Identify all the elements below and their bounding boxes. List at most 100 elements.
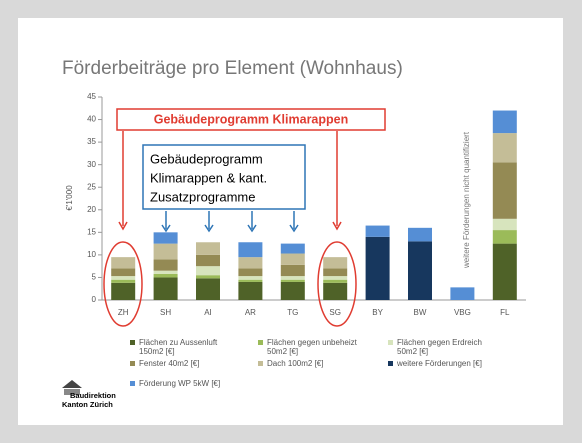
arrow-head bbox=[332, 221, 342, 231]
legend-item: Dach 100m2 [€] bbox=[258, 359, 357, 368]
arrow-head bbox=[118, 221, 128, 231]
x-tick-label: TG bbox=[287, 308, 298, 317]
x-tick-label: AI bbox=[204, 308, 212, 317]
x-tick-label: AR bbox=[245, 308, 256, 317]
bar-segment bbox=[153, 232, 178, 244]
y-axis-label: €'1'000 bbox=[65, 185, 74, 211]
bar-segment bbox=[196, 278, 220, 300]
legend-item: Flächen zu Aussenluft 150m2 [€] bbox=[130, 338, 229, 356]
bar-segment bbox=[111, 279, 136, 283]
legend-label: Dach 100m2 [€] bbox=[267, 359, 324, 368]
y-tick-label: 25 bbox=[87, 182, 96, 191]
blue-arrows bbox=[161, 211, 299, 233]
red-annotations bbox=[103, 131, 357, 327]
bar-segment bbox=[280, 264, 305, 277]
bar-segment bbox=[280, 279, 305, 282]
bar-segment bbox=[196, 266, 220, 276]
legend-label: Flächen zu Aussenluft 150m2 [€] bbox=[139, 338, 218, 356]
legend-item: Förderung WP 5kW [€] bbox=[130, 379, 229, 388]
x-tick-label: BW bbox=[414, 308, 427, 317]
legend-item: Flächen gegen unbeheizt 50m2 [€] bbox=[258, 338, 357, 356]
red-box bbox=[116, 108, 386, 131]
legend-swatch bbox=[258, 361, 263, 366]
legend-item: Flächen gegen Erdreich 50m2 [€] bbox=[388, 338, 487, 356]
logo-text: Baudirektion bbox=[70, 391, 116, 400]
bar-segment bbox=[492, 162, 517, 219]
bar-segment bbox=[492, 133, 517, 163]
bar-segment bbox=[111, 268, 136, 277]
y-tick-label: 20 bbox=[87, 205, 96, 214]
bar-segment bbox=[492, 243, 517, 300]
y-tick-label: 40 bbox=[87, 115, 96, 124]
legend-label: Förderung WP 5kW [€] bbox=[139, 379, 221, 388]
legend-label: weitere Förderungen [€] bbox=[397, 359, 482, 368]
bar-segment bbox=[365, 225, 390, 237]
bar-segment bbox=[323, 257, 348, 269]
vertical-note: weitere Förderungen nicht quantifiziert bbox=[462, 131, 471, 269]
bar-segment bbox=[323, 279, 348, 283]
bar-segment bbox=[280, 276, 305, 280]
bar-segment bbox=[196, 254, 220, 267]
bar-segment bbox=[280, 253, 305, 265]
bar-segment bbox=[408, 227, 432, 242]
y-tick-label: 0 bbox=[92, 295, 97, 304]
bar-segment bbox=[153, 270, 178, 274]
x-tick-label: SG bbox=[329, 308, 341, 317]
bar-segment bbox=[408, 241, 432, 300]
logo-icon bbox=[62, 380, 82, 395]
logo-text: Kanton Zürich bbox=[62, 400, 113, 409]
bar-segment bbox=[238, 279, 263, 282]
bar-segment bbox=[153, 273, 178, 278]
blue-box-text: Zusatzprogramme bbox=[150, 189, 255, 204]
bar-segment bbox=[323, 268, 348, 277]
blue-box-text: Klimarappen & kant. bbox=[150, 170, 267, 185]
bar-segment bbox=[238, 276, 263, 280]
bar-segment bbox=[238, 242, 263, 258]
legend-item: weitere Förderungen [€] bbox=[388, 359, 517, 368]
legend-swatch bbox=[388, 340, 393, 345]
bar-segment bbox=[280, 281, 305, 300]
x-tick-label: FL bbox=[500, 308, 510, 317]
y-tick-label: 10 bbox=[87, 250, 96, 259]
x-tick-label: SH bbox=[160, 308, 171, 317]
x-tick-label: BY bbox=[372, 308, 383, 317]
y-tick-label: 30 bbox=[87, 160, 96, 169]
ellipse bbox=[103, 241, 143, 327]
legend-swatch bbox=[130, 340, 135, 345]
y-tick-label: 15 bbox=[87, 227, 96, 236]
x-tick-label: VBG bbox=[454, 308, 471, 317]
legend-swatch bbox=[258, 340, 263, 345]
blue-box bbox=[142, 144, 306, 210]
x-tick-label: ZH bbox=[118, 308, 129, 317]
y-tick-label: 35 bbox=[87, 137, 96, 146]
bar-segment bbox=[238, 281, 263, 300]
bar-segment bbox=[238, 257, 263, 269]
chart-title: Förderbeiträge pro Element (Wohnhaus) bbox=[62, 58, 403, 79]
bar-segment bbox=[492, 218, 517, 231]
bar-segment bbox=[153, 277, 178, 300]
bar-segment bbox=[238, 268, 263, 277]
blue-box-text: Gebäudeprogramm bbox=[150, 151, 263, 166]
bar-segment bbox=[196, 275, 220, 279]
plot: 0 5 10 15 20 25 30 35 40 45 ZH SH AI AR TG SG BY BW VBG FL bbox=[87, 92, 526, 317]
bar-segment bbox=[280, 243, 305, 254]
bar-segment bbox=[323, 276, 348, 280]
y-tick-label: 45 bbox=[87, 92, 96, 101]
bar-segment bbox=[492, 110, 517, 134]
bar-segment bbox=[196, 242, 220, 255]
red-box-text: Gebäudeprogramm Klimarappen bbox=[154, 112, 349, 126]
bar-segment bbox=[111, 276, 136, 280]
y-tick-label: 5 bbox=[92, 273, 97, 282]
bar-segment bbox=[323, 282, 348, 300]
bar-segment bbox=[153, 259, 178, 271]
legend-swatch bbox=[388, 361, 393, 366]
bar-segment bbox=[365, 236, 390, 300]
legend-swatch bbox=[130, 361, 135, 366]
legend-item: Fenster 40m2 [€] bbox=[130, 359, 229, 368]
legend-label: Flächen gegen unbeheizt 50m2 [€] bbox=[267, 338, 357, 356]
bar-segment bbox=[450, 287, 475, 300]
bar-segment bbox=[111, 257, 136, 269]
legend-label: Flächen gegen Erdreich 50m2 [€] bbox=[397, 338, 482, 356]
ellipse bbox=[317, 241, 357, 327]
